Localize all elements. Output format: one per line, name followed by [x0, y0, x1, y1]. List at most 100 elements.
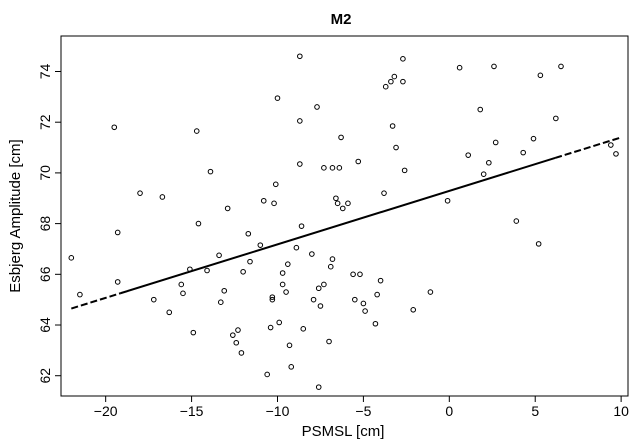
data-point — [276, 319, 283, 326]
data-point — [338, 134, 344, 141]
x-tick-label: −5 — [355, 403, 371, 419]
data-point — [327, 263, 334, 270]
data-point — [166, 309, 173, 316]
data-point — [372, 320, 379, 327]
data-point — [247, 258, 253, 265]
data-point — [377, 277, 384, 284]
data-point — [360, 300, 367, 307]
data-point — [111, 124, 118, 131]
data-point — [77, 291, 83, 298]
data-point — [315, 285, 322, 292]
data-point — [279, 281, 286, 288]
data-points — [68, 53, 619, 390]
data-point — [520, 149, 526, 156]
data-point — [245, 230, 252, 237]
data-point — [357, 271, 363, 278]
y-tick-label: 70 — [37, 165, 53, 181]
data-point — [297, 161, 303, 167]
data-point — [444, 197, 451, 204]
data-point — [309, 251, 315, 257]
regression-line-dashed-end — [554, 136, 622, 159]
data-point — [492, 139, 499, 146]
y-tick-label: 62 — [37, 368, 53, 384]
data-point — [233, 339, 240, 346]
data-point — [321, 281, 327, 288]
data-point — [613, 151, 619, 157]
y-tick-label: 72 — [37, 114, 53, 130]
data-point — [530, 135, 537, 142]
data-point — [180, 290, 186, 297]
data-point — [389, 123, 396, 129]
data-point — [288, 364, 295, 370]
x-tick-label: 5 — [531, 403, 539, 419]
plot-frame — [60, 35, 629, 397]
data-point — [279, 270, 286, 276]
data-point — [221, 287, 228, 294]
data-point — [491, 63, 497, 70]
data-point — [240, 268, 246, 275]
data-point — [393, 144, 399, 151]
x-axis-label: PSMSL [cm] — [302, 423, 385, 440]
data-point — [298, 223, 305, 229]
data-point — [345, 200, 351, 207]
regression-line-solid — [120, 156, 556, 295]
data-point — [400, 78, 406, 85]
data-point — [297, 118, 303, 124]
data-point — [329, 256, 336, 262]
data-point — [400, 56, 406, 62]
data-point — [283, 289, 289, 295]
data-point — [193, 128, 200, 134]
data-point — [310, 296, 317, 303]
data-point — [355, 158, 362, 165]
data-point — [326, 338, 332, 345]
chart-title: M2 — [331, 11, 352, 28]
x-tick-label: 0 — [445, 403, 453, 419]
data-point — [513, 218, 520, 224]
regression-line-dashed-start — [71, 292, 122, 310]
y-tick-label: 64 — [37, 317, 53, 333]
data-point — [114, 279, 121, 285]
data-point — [537, 72, 544, 79]
data-point — [285, 261, 291, 267]
y-tick-label: 68 — [37, 216, 53, 232]
data-point — [235, 327, 241, 333]
data-point — [230, 332, 236, 338]
data-point — [465, 152, 472, 158]
data-point — [195, 220, 202, 227]
data-point — [264, 371, 270, 378]
y-tick-label: 74 — [37, 63, 53, 79]
data-point — [314, 104, 320, 110]
x-axis: −20 −15 −10 −5 0 5 10 — [94, 396, 629, 419]
data-point — [269, 296, 276, 303]
data-point — [558, 63, 564, 70]
data-point — [315, 384, 322, 390]
data-point — [339, 205, 346, 212]
data-point — [68, 255, 75, 261]
data-point — [535, 241, 542, 247]
data-point — [456, 64, 463, 71]
data-point — [486, 159, 492, 166]
data-point — [178, 281, 185, 288]
data-point — [553, 115, 559, 122]
x-tick-label: −20 — [94, 403, 118, 419]
data-point — [267, 324, 274, 331]
data-point — [271, 200, 277, 207]
data-point — [286, 342, 293, 349]
data-point — [150, 296, 157, 303]
data-point — [388, 78, 394, 85]
data-point — [238, 350, 245, 356]
data-point — [190, 329, 197, 336]
data-point — [274, 95, 281, 101]
data-point — [336, 165, 343, 171]
data-point — [410, 307, 417, 313]
data-point — [352, 296, 358, 303]
data-point — [300, 326, 307, 332]
regression-line — [71, 136, 622, 310]
data-point — [297, 53, 303, 60]
data-point — [269, 294, 276, 300]
data-point — [216, 252, 222, 259]
data-point — [317, 303, 324, 309]
data-point — [391, 73, 398, 80]
y-tick-label: 66 — [37, 266, 53, 282]
